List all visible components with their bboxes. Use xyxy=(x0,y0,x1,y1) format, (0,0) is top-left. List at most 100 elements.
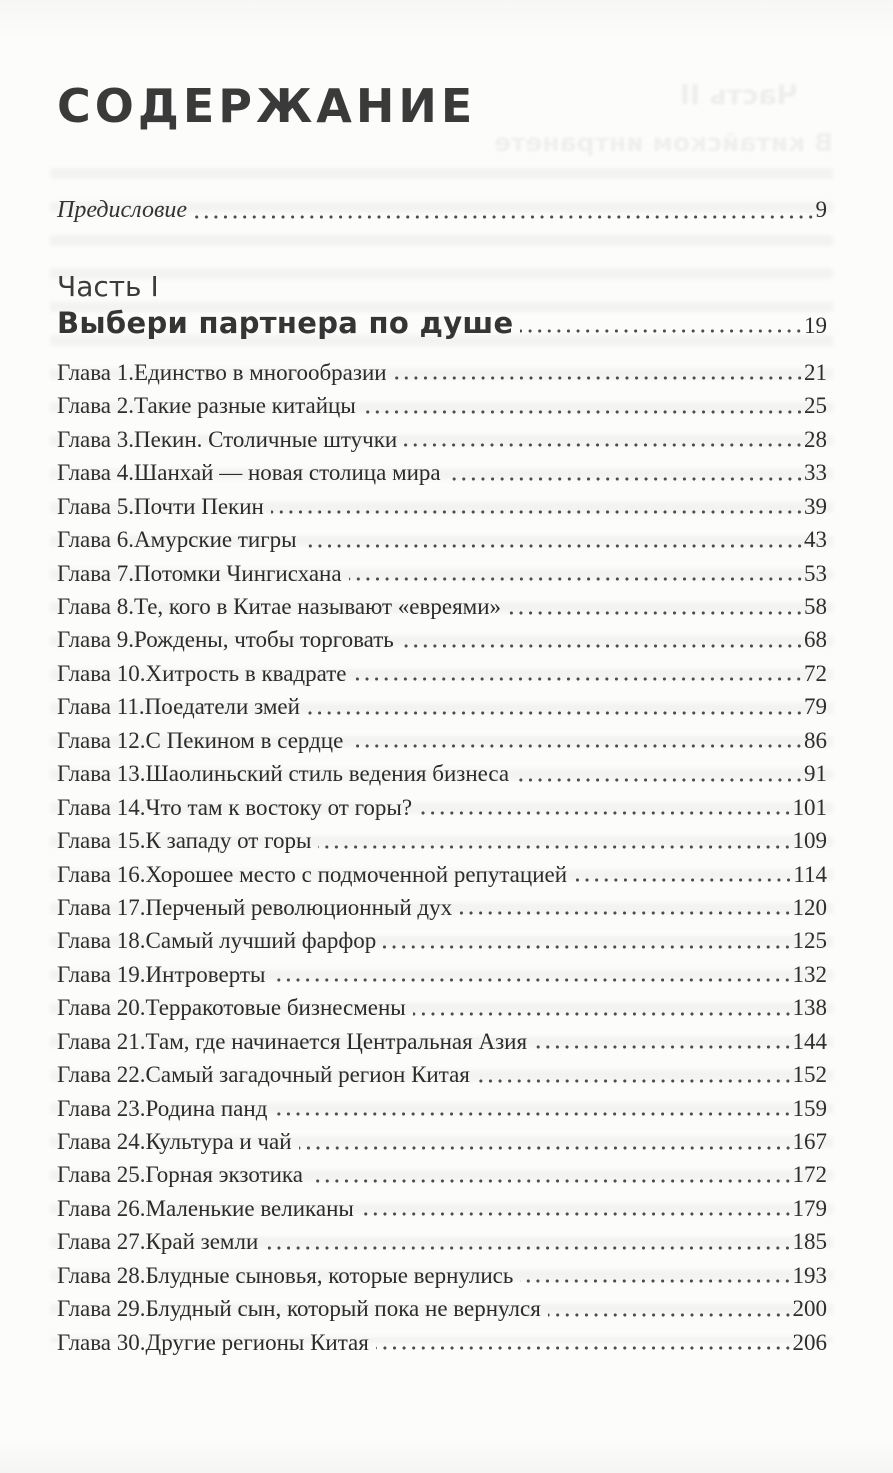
dot-leader xyxy=(547,1292,793,1326)
toc-entry: Глава 9. Рождены, чтобы торговать 68 xyxy=(57,623,827,657)
preface-page-number: 9 xyxy=(815,197,828,222)
toc-entry: Глава 14. Что там к востоку от горы? 101 xyxy=(57,790,828,825)
chapter-page-number: 21 xyxy=(804,359,827,385)
chapter-label: Глава 12. xyxy=(57,727,146,753)
dot-leader xyxy=(400,623,804,657)
chapter-title: Самый загадочный регион Китая xyxy=(145,1062,470,1088)
chapter-label: Глава 6. xyxy=(57,527,135,553)
chapter-label: Глава 11. xyxy=(57,694,145,720)
dot-leader xyxy=(520,1258,793,1293)
chapter-label: Глава 15. xyxy=(57,828,146,854)
chapter-page-number: 68 xyxy=(804,627,827,653)
dot-leader xyxy=(318,824,793,858)
chapter-label: Глава 22. xyxy=(57,1062,146,1088)
dot-leader xyxy=(353,656,804,691)
chapter-page-number: 206 xyxy=(792,1329,828,1355)
chapter-title: Хитрость в квадрате xyxy=(145,660,347,686)
toc-entry: Глава 25. Горная экзотика 172 xyxy=(57,1158,827,1192)
toc-entry: Глава 2. Такие разные китайцы 25 xyxy=(57,389,827,423)
chapter-title: Шаолиньский стиль ведения бизнеса xyxy=(145,761,510,787)
toc-entry: Глава 1. Единство в многообразии 21 xyxy=(57,356,827,390)
chapter-label: Глава 5. xyxy=(57,493,135,519)
toc-entry: Глава 24. Культура и чай 167 xyxy=(57,1125,828,1159)
dot-leader xyxy=(404,422,804,457)
chapter-label: Глава 28. xyxy=(57,1262,146,1288)
chapter-label: Глава 10. xyxy=(57,660,146,686)
toc-entry: Глава 6. Амурские тигры 43 xyxy=(57,523,827,557)
chapter-page-number: 101 xyxy=(792,794,828,820)
toc-entry: Глава 29. Блудный сын, который пока не в… xyxy=(57,1292,827,1326)
chapter-title: Блудные сыновья, которые вернулись xyxy=(145,1262,514,1288)
dot-leader xyxy=(362,389,804,423)
chapter-title: Перченый революционный дух xyxy=(145,894,453,920)
chapter-label: Глава 21. xyxy=(57,1028,146,1054)
chapter-label: Глава 9. xyxy=(57,627,135,653)
chapter-label: Глава 25. xyxy=(57,1162,146,1188)
toc-entry: Глава 18. Самый лучший фарфор 125 xyxy=(57,924,827,958)
toc-entry: Глава 11. Поедатели змей 79 xyxy=(57,690,827,724)
dot-leader xyxy=(520,305,804,342)
dot-leader xyxy=(508,590,804,624)
chapter-title: Другие регионы Китая xyxy=(145,1329,369,1355)
chapter-page-number: 159 xyxy=(792,1095,828,1121)
toc-entry: Глава 3. Пекин. Столичные штучки 28 xyxy=(57,422,827,457)
toc-entry: Глава 27. Край земли 185 xyxy=(57,1225,827,1259)
chapter-page-number: 114 xyxy=(793,861,827,887)
chapter-label: Глава 4. xyxy=(57,460,135,486)
chapter-page-number: 43 xyxy=(804,527,827,553)
toc-entry: Глава 22. Самый загадочный регион Китая … xyxy=(57,1058,827,1092)
dot-leader xyxy=(194,192,816,228)
chapter-page-number: 79 xyxy=(804,694,827,720)
chapter-label: Глава 16. xyxy=(57,861,146,887)
toc-entry-preface: Предисловие 9 xyxy=(57,192,827,228)
chapter-label: Глава 30. xyxy=(57,1329,146,1355)
chapter-title: Такие разные китайцы xyxy=(134,393,356,419)
chapter-page-number: 25 xyxy=(804,393,827,419)
chapter-page-number: 109 xyxy=(792,828,828,854)
dot-leader xyxy=(303,523,804,557)
dot-leader xyxy=(350,723,804,758)
dot-leader xyxy=(306,690,804,724)
chapter-title: Интроверты xyxy=(145,961,266,987)
dot-leader xyxy=(265,1225,793,1259)
chapter-label: Глава 17. xyxy=(57,894,146,920)
part-heading-block: Часть I Выбери партнера по душе 19 xyxy=(57,268,827,342)
chapter-title: Горная экзотика xyxy=(145,1162,303,1188)
toc-entry: Глава 19. Интроверты 132 xyxy=(57,957,827,992)
chapter-label: Глава 27. xyxy=(57,1229,146,1255)
chapter-label: Глава 26. xyxy=(57,1195,146,1221)
dot-leader xyxy=(348,556,804,591)
chapter-title: Потомки Чингисхана xyxy=(134,560,342,586)
chapter-label: Глава 23. xyxy=(57,1095,146,1121)
part-title: Выбери партнера по душе xyxy=(57,306,514,340)
toc-entry: Глава 10. Хитрость в квадрате 72 xyxy=(57,656,827,691)
chapter-title: Поедатели змей xyxy=(144,694,300,720)
chapter-title: Самый лучший фарфор xyxy=(145,928,377,954)
chapter-page-number: 138 xyxy=(792,995,828,1021)
toc-entry: Глава 28. Блудные сыновья, которые верну… xyxy=(57,1258,828,1293)
toc-entry: Глава 30. Другие регионы Китая 206 xyxy=(57,1325,828,1360)
chapter-page-number: 86 xyxy=(804,727,827,753)
toc-entry: Глава 13. Шаолиньский стиль ведения бизн… xyxy=(57,757,827,791)
chapter-title: Что там к востоку от горы? xyxy=(145,794,413,820)
chapter-title: Почти Пекин xyxy=(134,493,264,519)
chapter-title: Там, где начинается Центральная Азия xyxy=(145,1028,528,1054)
chapter-page-number: 193 xyxy=(792,1262,828,1288)
chapter-title: С Пекином в сердце xyxy=(145,727,344,753)
chapter-page-number: 58 xyxy=(804,594,827,620)
chapter-page-number: 167 xyxy=(792,1129,828,1155)
chapter-label: Глава 19. xyxy=(57,961,146,987)
chapter-title: Рождены, чтобы торговать xyxy=(134,627,394,653)
chapter-label: Глава 24. xyxy=(57,1129,146,1155)
toc-entry: Глава 23. Родина панд 159 xyxy=(57,1091,828,1126)
chapter-title: Хорошее место с подмоченной репутацией xyxy=(145,861,568,887)
dot-leader xyxy=(419,790,793,825)
page-title: СОДЕРЖАНИЕ xyxy=(57,79,477,133)
dot-leader xyxy=(534,1024,793,1059)
dot-leader xyxy=(459,891,793,925)
toc-entry: Глава 7. Потомки Чингисхана 53 xyxy=(57,556,827,591)
chapter-page-number: 39 xyxy=(804,493,827,519)
dot-leader xyxy=(375,1325,793,1360)
toc-entry: Глава 21. Там, где начинается Центральна… xyxy=(57,1024,827,1059)
toc-entry: Глава 26. Маленькие великаны 179 xyxy=(57,1191,827,1226)
